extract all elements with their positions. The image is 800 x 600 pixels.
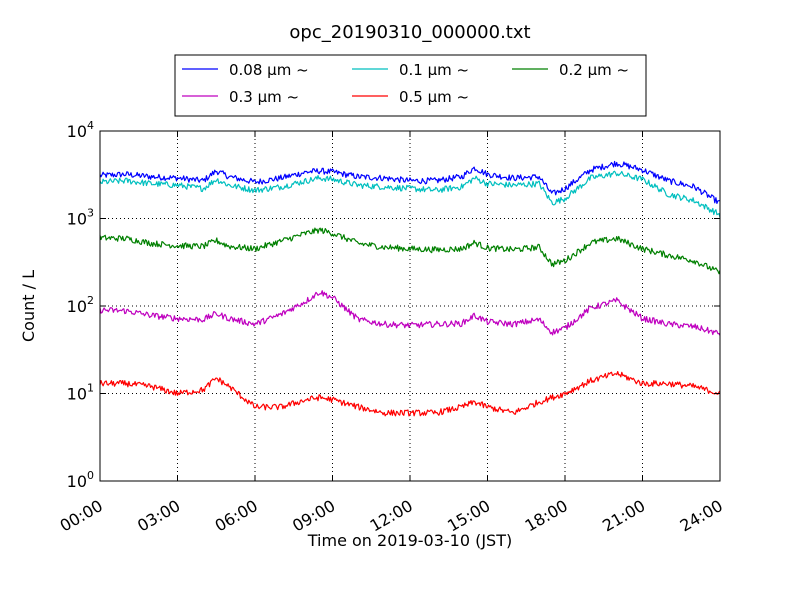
y-tick-labels: 100 101 102 103 104 [67,119,94,491]
series-lines [99,160,721,417]
series-line [99,170,721,218]
series-line [99,160,720,204]
grid [100,131,720,481]
legend-box [174,54,647,117]
y-tick-label: 103 [67,207,94,229]
legend-label: 0.08 μm ~ [229,61,309,79]
series-line [99,227,721,275]
series-line [99,290,721,336]
y-tick-label: 102 [67,294,94,316]
y-tick-label: 101 [67,382,94,404]
axis-ticks [99,130,721,482]
legend-label: 0.5 μm ~ [399,88,469,106]
x-axis-label: Time on 2019-03-10 (JST) [307,531,512,550]
legend-label: 0.2 μm ~ [559,61,629,79]
chart-title: opc_20190310_000000.txt [289,22,530,43]
y-tick-label: 100 [67,469,94,491]
y-axis-label: Count / L [19,270,38,342]
legend: 0.08 μm ~ 0.1 μm ~ 0.2 μm ~ 0.3 μm ~ 0.5 μm … [174,54,647,117]
legend-label: 0.1 μm ~ [399,61,469,79]
series-line [99,371,721,417]
y-tick-label: 104 [67,119,94,141]
legend-label: 0.3 μm ~ [229,88,299,106]
